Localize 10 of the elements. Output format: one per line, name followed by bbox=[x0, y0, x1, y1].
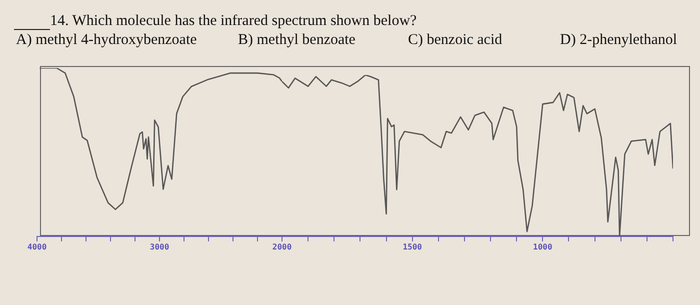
x-tick-label: 1000 bbox=[533, 242, 552, 252]
chart-title: 14. Which molecule has the infrared spectrum shown below? bbox=[50, 13, 417, 30]
x-tick-label: 4000 bbox=[27, 242, 47, 252]
x-tick-label: 2000 bbox=[272, 242, 292, 252]
x-tick-label: 3000 bbox=[150, 242, 170, 252]
text: A) methyl 4-hydroxybenzoate bbox=[16, 32, 197, 49]
x-tick-label: 1500 bbox=[402, 242, 422, 252]
text: C) benzoic acid bbox=[408, 32, 502, 49]
text: D) 2-phenylethanol bbox=[560, 32, 678, 49]
text: B) methyl benzoate bbox=[238, 32, 356, 49]
